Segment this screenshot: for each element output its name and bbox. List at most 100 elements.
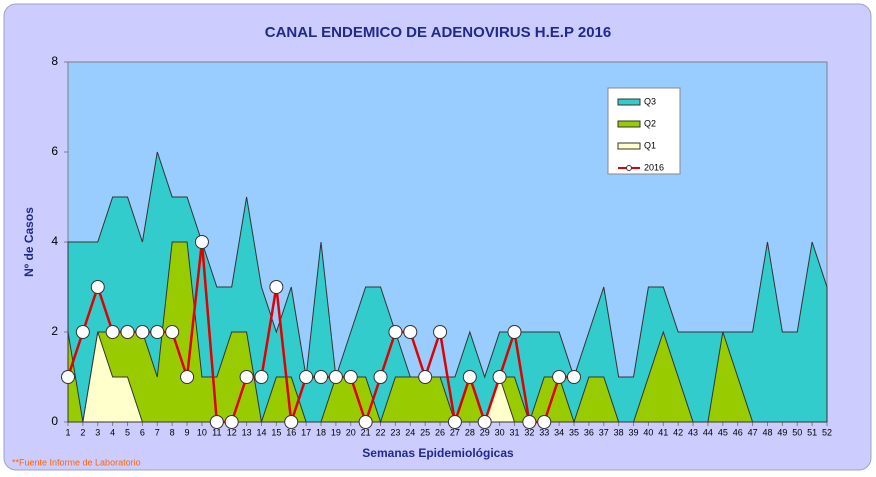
- x-tick-label: 46: [733, 427, 743, 437]
- x-tick-label: 33: [539, 427, 549, 437]
- x-tick-label: 31: [509, 427, 519, 437]
- x-tick-label: 49: [777, 427, 787, 437]
- point: [150, 325, 165, 339]
- x-tick-label: 23: [390, 427, 400, 437]
- point: [447, 415, 462, 429]
- legend-label: 2016: [644, 162, 664, 172]
- point: [209, 415, 224, 429]
- x-tick-label: 47: [748, 427, 758, 437]
- x-tick-label: 18: [316, 427, 326, 437]
- x-tick-label: 44: [703, 427, 713, 437]
- y-tick-label: 8: [51, 54, 58, 68]
- x-tick-label: 39: [629, 427, 639, 437]
- point: [165, 325, 180, 339]
- x-tick-label: 48: [762, 427, 772, 437]
- x-axis-label: Semanas Epidemiológicas: [362, 446, 514, 460]
- point: [314, 370, 328, 384]
- point: [120, 325, 135, 339]
- y-tick-label: 0: [51, 414, 58, 428]
- x-tick-label: 3: [95, 427, 100, 437]
- point: [299, 370, 314, 384]
- x-tick-label: 9: [185, 427, 190, 437]
- x-tick-label: 13: [242, 427, 252, 437]
- x-tick-label: 25: [420, 427, 430, 437]
- area-Q2: [67, 241, 827, 424]
- x-tick-label: 36: [584, 427, 594, 437]
- x-tick-label: 11: [212, 427, 221, 437]
- point: [552, 370, 567, 384]
- x-tick-label: 27: [450, 427, 460, 437]
- y-tick-label: 6: [51, 144, 58, 158]
- x-tick-label: 45: [718, 427, 728, 437]
- legend-label: Q2: [644, 118, 656, 128]
- x-tick-label: 20: [346, 427, 356, 437]
- chart-title: CANAL ENDEMICO DE ADENOVIRUS H.E.P 2016: [265, 24, 611, 41]
- x-tick-label: 35: [569, 427, 579, 437]
- x-tick-label: 10: [197, 427, 207, 437]
- point: [254, 370, 269, 384]
- x-tick-label: 19: [331, 427, 341, 437]
- x-tick-label: 15: [271, 427, 281, 437]
- point: [373, 370, 388, 384]
- point: [224, 415, 239, 429]
- x-tick-label: 14: [256, 427, 266, 437]
- x-tick-label: 7: [155, 427, 160, 437]
- point: [180, 370, 195, 384]
- x-tick-label: 51: [807, 427, 817, 437]
- point: [194, 235, 209, 249]
- point: [90, 280, 105, 294]
- x-tick-label: 41: [658, 427, 668, 437]
- legend-swatch: [617, 120, 641, 128]
- x-tick-label: 32: [524, 427, 534, 437]
- x-tick-label: 6: [140, 427, 145, 437]
- y-tick-label: 4: [51, 234, 58, 248]
- point: [328, 370, 343, 384]
- x-tick-label: 1: [65, 427, 70, 437]
- point: [358, 415, 373, 429]
- x-tick-label: 30: [495, 427, 505, 437]
- x-tick-label: 17: [301, 427, 311, 437]
- point: [403, 325, 418, 339]
- x-tick-label: 5: [125, 427, 130, 437]
- point: [388, 325, 403, 339]
- x-tick-label: 16: [286, 427, 296, 437]
- x-tick-label: 29: [480, 427, 490, 437]
- x-tick-label: 26: [435, 427, 445, 437]
- point: [507, 325, 522, 339]
- x-tick-label: 8: [170, 427, 175, 437]
- x-tick-label: 24: [405, 427, 415, 437]
- point: [418, 370, 433, 384]
- legend-swatch: [617, 142, 641, 150]
- point: [343, 370, 358, 384]
- point: [61, 370, 75, 384]
- point: [567, 370, 581, 384]
- x-tick-label: 50: [792, 427, 802, 437]
- y-axis-label: Nº de Casos: [22, 207, 36, 277]
- legend-label: Q1: [644, 140, 656, 150]
- x-tick-label: 2: [80, 427, 85, 437]
- footnote: **Fuente Informe de Laboratorio: [12, 457, 141, 467]
- point: [75, 325, 90, 339]
- point: [284, 415, 299, 429]
- point: [477, 415, 492, 429]
- point: [105, 325, 120, 339]
- x-tick-label: 21: [361, 427, 371, 437]
- legend-marker: [626, 165, 632, 171]
- point: [269, 280, 284, 294]
- point: [537, 415, 552, 429]
- point: [522, 415, 537, 429]
- point: [462, 370, 477, 384]
- x-tick-label: 4: [110, 427, 115, 437]
- x-tick-label: 42: [673, 427, 683, 437]
- x-tick-label: 22: [376, 427, 386, 437]
- point: [492, 370, 507, 384]
- legend-label: Q3: [644, 96, 656, 106]
- x-tick-label: 52: [822, 427, 832, 437]
- x-tick-label: 28: [465, 427, 475, 437]
- x-tick-label: 38: [614, 427, 624, 437]
- legend-swatch: [617, 98, 641, 106]
- legend-box: [607, 87, 681, 175]
- point: [433, 325, 448, 339]
- x-tick-label: 37: [599, 427, 609, 437]
